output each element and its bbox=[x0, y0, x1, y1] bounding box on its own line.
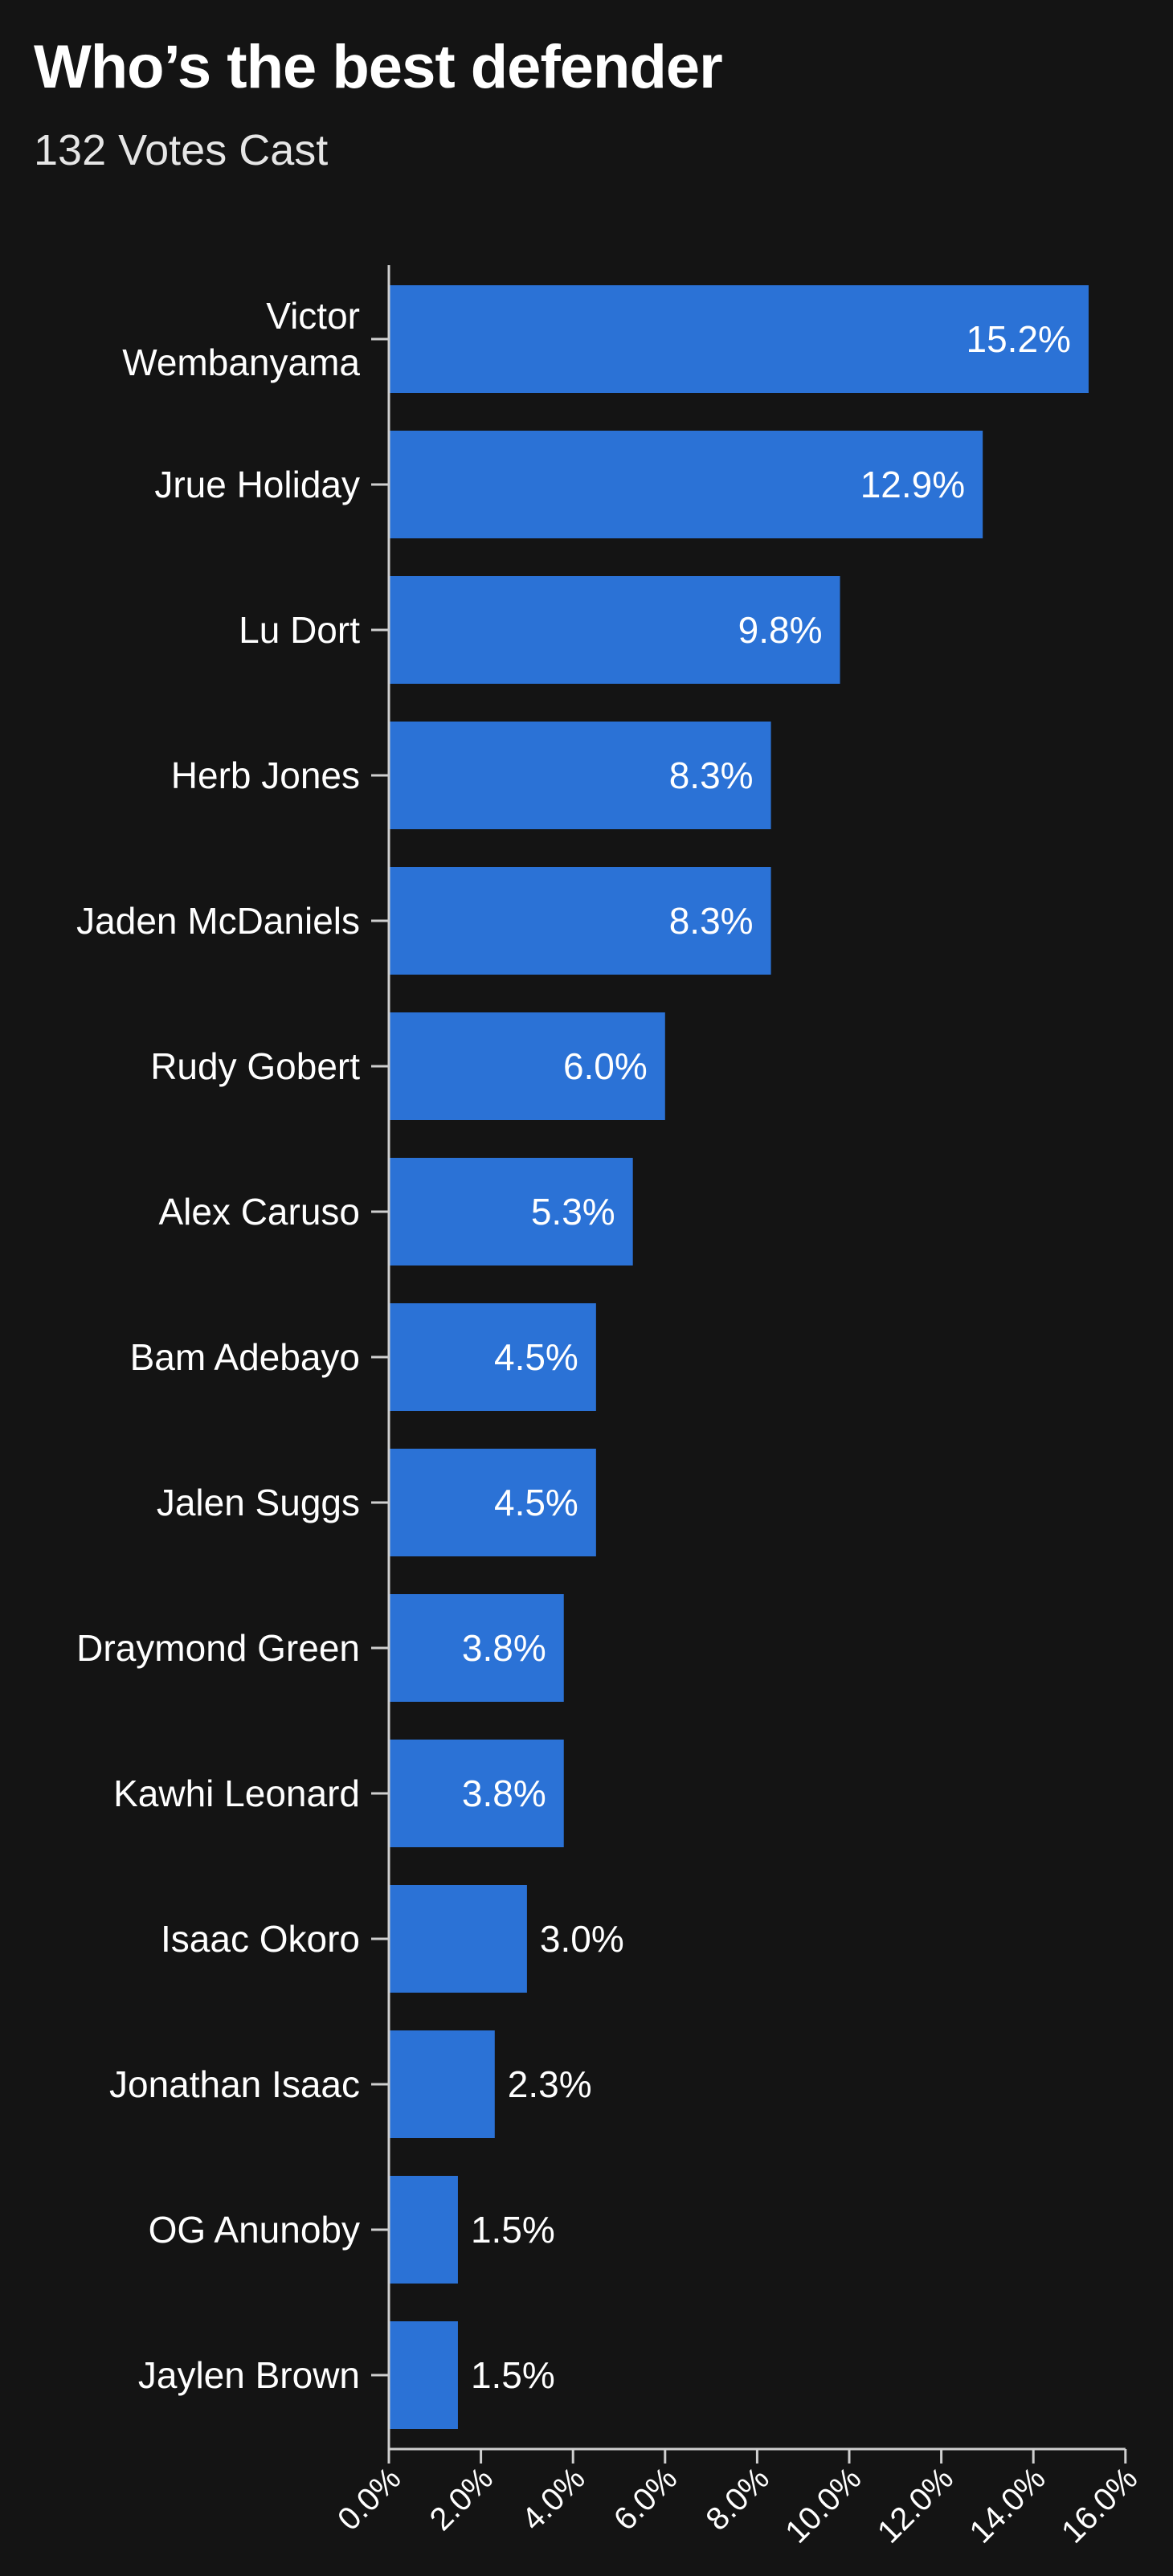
category-label: Isaac Okoro bbox=[161, 1918, 360, 1960]
x-tick-label: 0.0% bbox=[331, 2460, 408, 2537]
category-label: Kawhi Leonard bbox=[113, 1773, 360, 1814]
x-tick-label: 4.0% bbox=[515, 2460, 592, 2537]
value-label: 1.5% bbox=[471, 2354, 555, 2396]
value-label: 3.8% bbox=[462, 1773, 546, 1814]
category-label: OG Anunoby bbox=[149, 2209, 360, 2251]
bar bbox=[389, 285, 1089, 393]
value-label: 5.3% bbox=[531, 1191, 615, 1233]
x-tick-label: 8.0% bbox=[699, 2460, 776, 2537]
bar bbox=[389, 867, 771, 975]
category-label: Jaylen Brown bbox=[138, 2354, 360, 2396]
value-label: 4.5% bbox=[494, 1482, 578, 1523]
bar bbox=[389, 1740, 564, 1847]
x-tick-label: 2.0% bbox=[423, 2460, 501, 2537]
x-tick-label: 12.0% bbox=[871, 2460, 960, 2549]
category-label: Jaden McDaniels bbox=[76, 900, 360, 942]
category-label: Bam Adebayo bbox=[130, 1336, 360, 1378]
x-tick-label: 10.0% bbox=[779, 2460, 868, 2549]
value-label: 6.0% bbox=[563, 1045, 648, 1087]
x-tick-label: 6.0% bbox=[607, 2460, 685, 2537]
value-label: 3.8% bbox=[462, 1627, 546, 1669]
value-label: 12.9% bbox=[860, 464, 965, 505]
value-label: 15.2% bbox=[967, 318, 1071, 360]
category-label: Jalen Suggs bbox=[157, 1482, 360, 1523]
value-label: 1.5% bbox=[471, 2209, 555, 2251]
x-tick-label: 16.0% bbox=[1055, 2460, 1144, 2549]
bars-layer bbox=[389, 285, 1089, 2429]
bar bbox=[389, 2030, 495, 2138]
value-label: 4.5% bbox=[494, 1336, 578, 1378]
value-label: 9.8% bbox=[738, 609, 823, 651]
category-label: Wembanyama bbox=[122, 341, 360, 383]
value-label: 8.3% bbox=[669, 754, 754, 796]
category-label: Jonathan Isaac bbox=[109, 2063, 360, 2105]
bar bbox=[389, 1012, 665, 1120]
value-label: 8.3% bbox=[669, 900, 754, 942]
bar bbox=[389, 1303, 596, 1411]
category-label: Jrue Holiday bbox=[154, 464, 360, 505]
bar bbox=[389, 1885, 527, 1993]
bar bbox=[389, 576, 840, 684]
bar bbox=[389, 722, 771, 829]
bar bbox=[389, 1158, 633, 1266]
bar bbox=[389, 1594, 564, 1702]
bar bbox=[389, 2176, 458, 2284]
category-label: Rudy Gobert bbox=[150, 1045, 360, 1087]
category-label: Victor bbox=[266, 295, 360, 337]
chart-title: Who’s the best defender bbox=[34, 33, 723, 101]
chart-subtitle: 132 Votes Cast bbox=[34, 126, 329, 174]
category-label: Alex Caruso bbox=[158, 1191, 360, 1233]
value-label: 2.3% bbox=[508, 2063, 592, 2105]
bar bbox=[389, 2321, 458, 2429]
category-label: Draymond Green bbox=[76, 1627, 360, 1669]
value-label: 3.0% bbox=[540, 1918, 624, 1960]
bar bbox=[389, 431, 983, 538]
x-tick-label: 14.0% bbox=[963, 2460, 1052, 2549]
category-label: Lu Dort bbox=[239, 609, 360, 651]
bar bbox=[389, 1449, 596, 1556]
category-label: Herb Jones bbox=[171, 754, 360, 796]
